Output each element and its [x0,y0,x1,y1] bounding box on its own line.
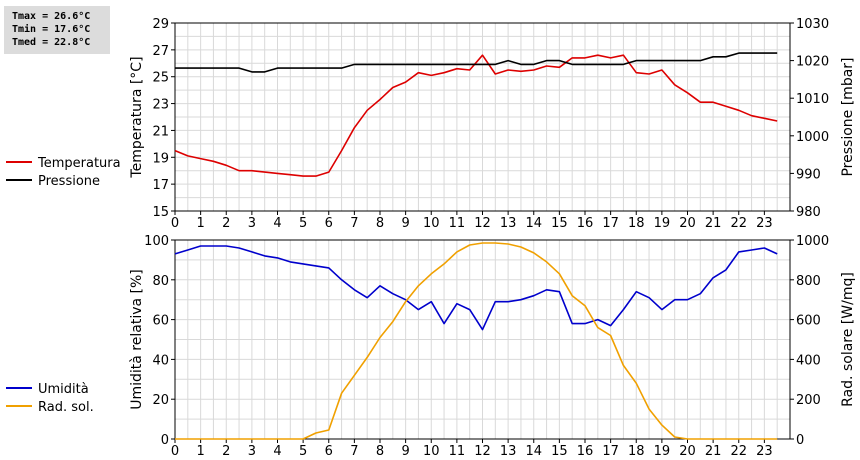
legend-label: Pressione [38,174,100,189]
x-tick-label: 12 [474,216,491,231]
y-left-tick-label: 21 [152,124,169,139]
y-left-tick-label: 15 [152,205,169,220]
x-tick-label: 8 [376,216,384,231]
x-tick-label: 19 [654,216,671,231]
chart-panel-2: 0 1 2 3 4 5 6 7 8 9 10 11 12 13 14 15 16 17 18 19 20 21 22 2302… [6,234,856,459]
x-tick-label: 9 [401,216,409,231]
tmin-label: Tmin = 17.6°C [12,24,91,35]
x-tick-label: 9 [401,444,409,459]
y-right-tick-label: 400 [796,353,821,368]
y-left-tick-label: 23 [152,98,169,113]
x-tick-label: 11 [449,216,466,231]
y-right-tick-label: 200 [796,393,821,408]
y-left-tick-label: 25 [152,71,169,86]
y-right-axis-title: Pressione [mbar] [840,57,856,176]
y-right-tick-label: 1020 [796,55,829,70]
x-tick-label: 14 [525,444,542,459]
x-tick-label: 16 [577,216,594,231]
y-right-tick-label: 1010 [796,92,829,107]
x-tick-label: 5 [299,444,307,459]
stats-box: Tmax = 26.6°C Tmin = 17.6°C Tmed = 22.8°… [4,6,110,54]
x-tick-label: 23 [756,444,773,459]
x-tick-label: 4 [273,216,281,231]
x-tick-label: 1 [196,216,204,231]
x-tick-label: 16 [577,444,594,459]
x-tick-label: 2 [222,216,230,231]
x-tick-label: 3 [248,444,256,459]
x-tick-label: 4 [273,444,281,459]
x-tick-label: 12 [474,444,491,459]
legend-label: Umidità [38,382,89,397]
x-tick-label: 11 [449,444,466,459]
x-tick-label: 5 [299,216,307,231]
x-tick-label: 20 [679,216,696,231]
y-left-tick-label: 27 [152,44,169,59]
series-line-2-1 [174,245,778,331]
series-line-1-2 [175,52,778,73]
y-right-axis-title: Rad. solare [W/mq] [840,272,856,407]
y-right-tick-label: 990 [796,167,821,182]
tmed-label: Tmed = 22.8°C [12,37,91,48]
tmax-label: Tmax = 26.6°C [12,11,91,22]
y-left-tick-label: 100 [144,234,169,249]
y-left-tick-label: 60 [152,314,169,329]
x-tick-label: 7 [350,216,358,231]
y-left-tick-label: 40 [152,353,169,368]
x-tick-label: 18 [628,216,645,231]
x-tick-label: 15 [551,216,568,231]
x-tick-label: 21 [705,444,722,459]
x-tick-label: 20 [679,444,696,459]
x-tick-label: 0 [171,444,179,459]
legend-label: Temperatura [37,156,121,171]
x-tick-label: 15 [551,444,568,459]
x-tick-label: 22 [730,444,747,459]
y-right-tick-label: 600 [796,314,821,329]
x-tick-label: 6 [325,444,333,459]
x-tick-label: 10 [423,444,440,459]
x-tick-label: 3 [248,216,256,231]
y-right-tick-label: 1000 [796,130,829,145]
y-left-tick-label: 29 [152,17,169,32]
x-tick-label: 19 [654,444,671,459]
series-line-2-2 [175,242,778,440]
x-tick-label: 18 [628,444,645,459]
y-left-axis-title: Umidità relativa [%] [129,269,145,410]
y-right-tick-label: 1030 [796,17,829,32]
x-tick-label: 21 [705,216,722,231]
y-left-axis-title: Temperatura [°C] [129,56,145,178]
y-left-tick-label: 80 [152,274,169,289]
x-tick-label: 13 [500,216,517,231]
x-tick-label: 1 [196,444,204,459]
y-left-tick-label: 20 [152,393,169,408]
x-tick-label: 10 [423,216,440,231]
x-tick-label: 17 [602,444,619,459]
x-tick-label: 0 [171,216,179,231]
legend-label: Rad. sol. [38,400,94,415]
y-left-tick-label: 0 [161,433,169,448]
x-tick-label: 8 [376,444,384,459]
x-tick-label: 14 [525,216,542,231]
y-right-tick-label: 980 [796,205,821,220]
y-right-tick-label: 800 [796,274,821,289]
x-tick-label: 2 [222,444,230,459]
x-tick-label: 6 [325,216,333,231]
chart-panel-1: 0 1 2 3 4 5 6 7 8 9 10 11 12 13 14 15 16 17 18 19 20 21 22 2315… [6,17,856,231]
series-line-1-1 [174,54,778,177]
y-left-tick-label: 19 [152,151,169,166]
x-tick-label: 13 [500,444,517,459]
x-tick-label: 23 [756,216,773,231]
y-right-tick-label: 1000 [796,234,829,249]
x-tick-label: 17 [602,216,619,231]
y-right-tick-label: 0 [796,433,804,448]
x-tick-label: 7 [350,444,358,459]
y-left-tick-label: 17 [152,178,169,193]
x-tick-label: 22 [730,216,747,231]
